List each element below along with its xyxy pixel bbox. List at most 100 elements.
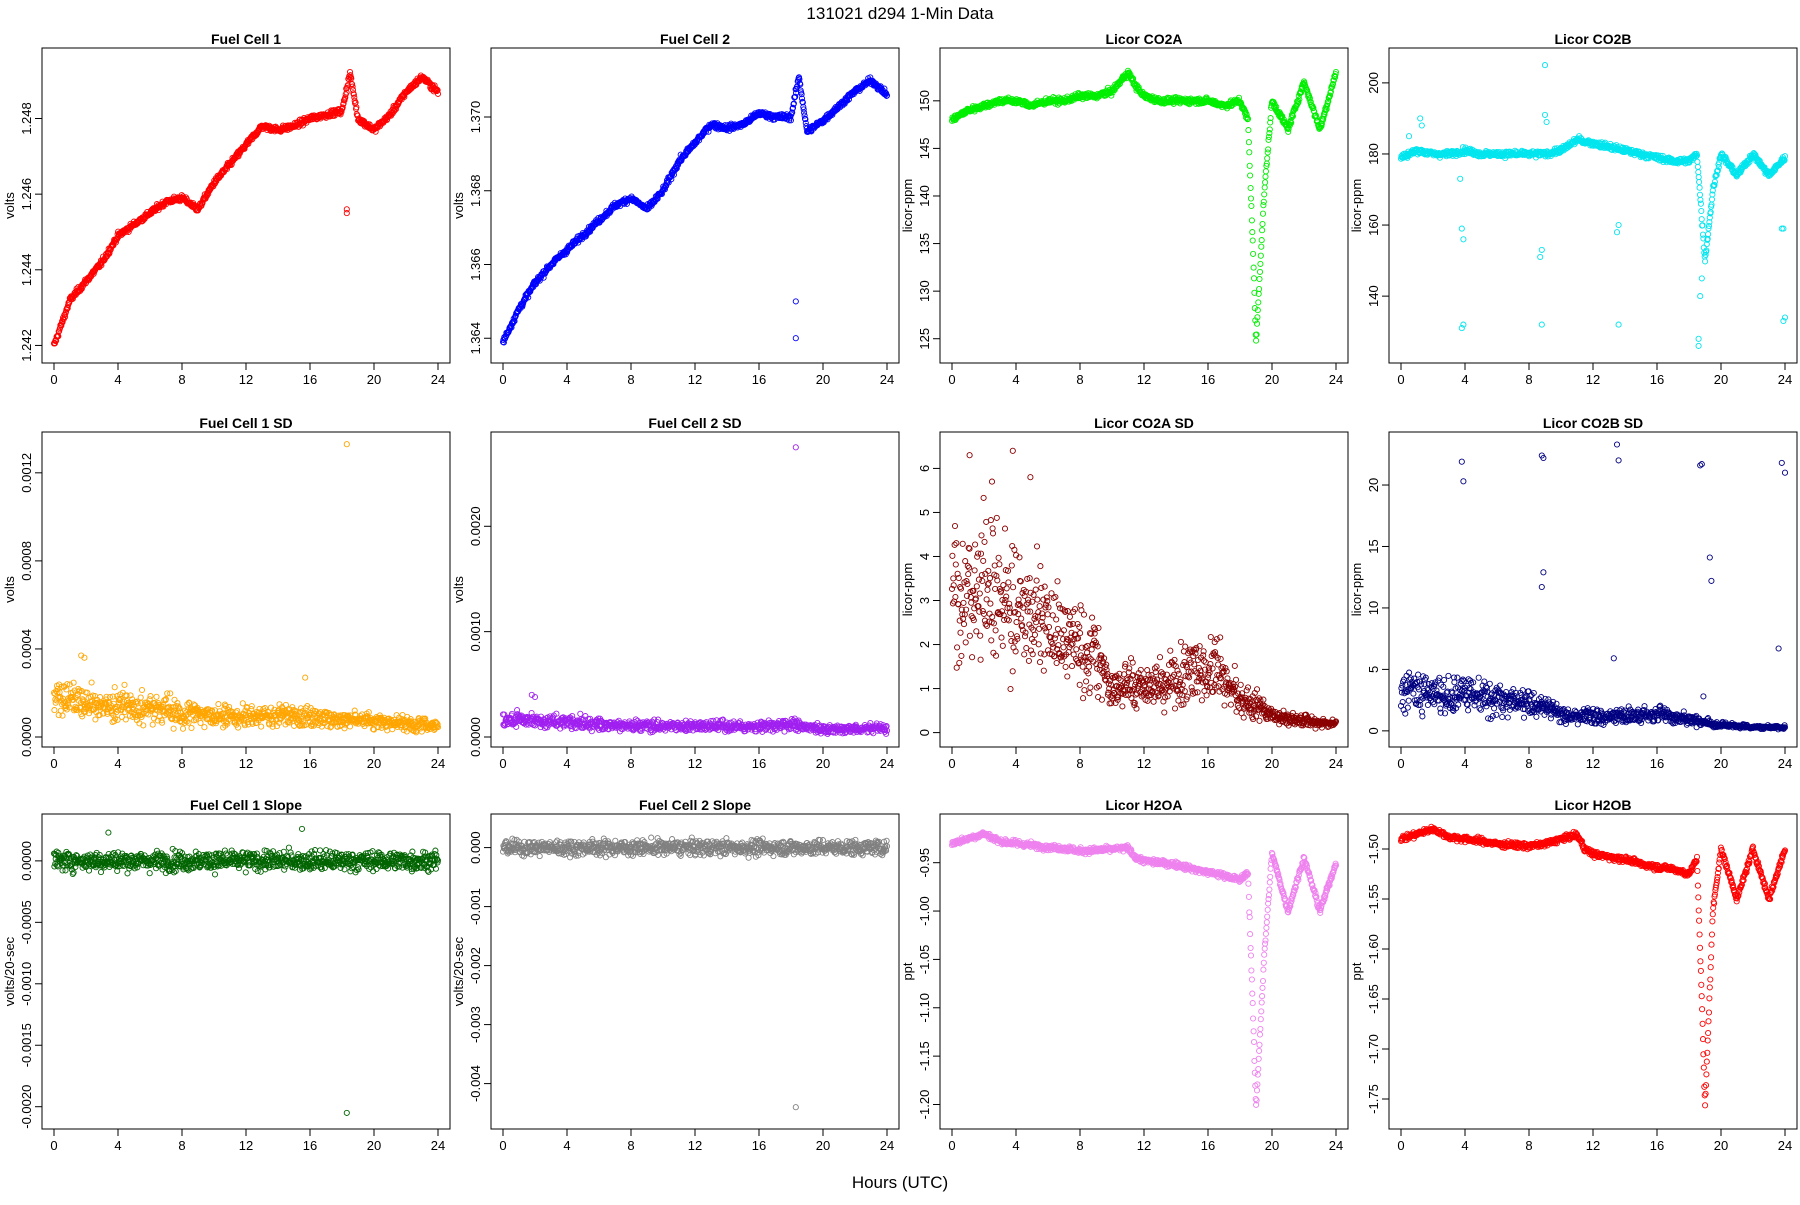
outlier-point [1699,276,1704,281]
y-tick-label: 200 [1366,72,1381,94]
outlier-point [344,211,349,216]
outlier-point [344,442,349,447]
data-point [578,711,583,716]
plot-frame [491,48,899,363]
y-axis-label: volts [451,192,466,219]
data-point [1699,217,1704,222]
data-point [1697,192,1702,197]
data-points [500,445,889,737]
outlier-point [1544,119,1549,124]
y-tick-label: 1.364 [468,322,483,355]
x-tick-label: 24 [880,756,894,771]
panel-title: Licor CO2B [1554,31,1631,47]
data-point [1262,192,1267,197]
data-point [1248,185,1253,190]
y-axis-label: volts [2,192,17,219]
x-tick-label: 8 [627,372,634,387]
outlier-point [1539,247,1544,252]
y-tick-label: 150 [917,90,932,112]
x-tick-label: 4 [563,372,570,387]
plot-frame [42,48,450,363]
x-tick-label: 24 [431,372,445,387]
outlier-point [1458,176,1463,181]
data-point [1697,179,1702,184]
y-tick-label: 140 [1366,285,1381,307]
x-axis-label: Hours (UTC) [852,1173,948,1192]
data-point [1249,218,1254,223]
y-tick-label: 160 [1366,214,1381,236]
x-tick-label: 12 [1137,372,1151,387]
data-point [1258,261,1263,266]
x-tick-label: 20 [1265,372,1279,387]
data-point [171,726,176,731]
data-point [139,687,144,692]
y-axis-label: licor-ppm [900,179,915,232]
data-point [122,682,127,687]
data-point [1263,174,1268,179]
outlier-point [1419,123,1424,128]
panel-title: Fuel Cell 1 [211,31,281,47]
y-tick-label: 1.246 [19,178,34,211]
x-tick-label: 0 [50,756,57,771]
outlier-point [1696,336,1701,341]
x-tick-label: 20 [816,372,830,387]
outlier-point [1614,230,1619,235]
outlier-point [1406,134,1411,139]
y-tick-label: 0.0012 [19,453,34,493]
x-tick-label: 12 [688,372,702,387]
data-point [1267,127,1272,132]
x-tick-label: 0 [499,372,506,387]
data-point [1261,199,1266,204]
y-tick-label: 180 [1366,143,1381,165]
plot-frame [491,432,899,747]
data-point [1256,300,1261,305]
data-point [1266,147,1271,152]
outlier-point [1418,116,1423,121]
outlier-point [1542,112,1547,117]
data-point [1254,338,1259,343]
data-point [1695,164,1700,169]
x-tick-label: 8 [627,756,634,771]
data-point [1257,269,1262,274]
data-point [89,680,94,685]
y-tick-label: 0.0020 [468,506,483,546]
data-point [1698,201,1703,206]
panel-title: Fuel Cell 1 SD [199,415,292,431]
x-tick-label: 12 [239,756,253,771]
x-tick-label: 4 [1461,372,1468,387]
x-tick-label: 4 [114,756,121,771]
outlier-point [793,299,798,304]
data-point [1251,276,1256,281]
x-tick-label: 8 [1076,372,1083,387]
data-point [1262,185,1267,190]
outlier-point [1538,254,1543,259]
data-point [1263,169,1268,174]
x-tick-label: 16 [1650,372,1664,387]
outlier-point [1616,222,1621,227]
y-tick-label: 125 [917,328,932,350]
data-point [148,694,153,699]
y-tick-label: 130 [917,280,932,302]
y-tick-label: 1.248 [19,102,34,135]
panel-title: Fuel Cell 2 [660,31,730,47]
x-tick-label: 16 [1201,372,1215,387]
y-tick-label: 0.0008 [19,541,34,581]
x-tick-label: 4 [114,372,121,387]
data-point [1259,238,1264,243]
data-point [189,725,194,730]
x-tick-label: 0 [499,756,506,771]
y-tick-label: 1.368 [468,174,483,207]
data-point [180,726,185,731]
data-point [1246,140,1251,145]
data-point [1247,163,1252,168]
y-tick-label: 0.0010 [468,612,483,652]
x-tick-label: 24 [431,756,445,771]
data-point [1695,159,1700,164]
data-point [1258,253,1263,258]
outlier-point [1698,294,1703,299]
